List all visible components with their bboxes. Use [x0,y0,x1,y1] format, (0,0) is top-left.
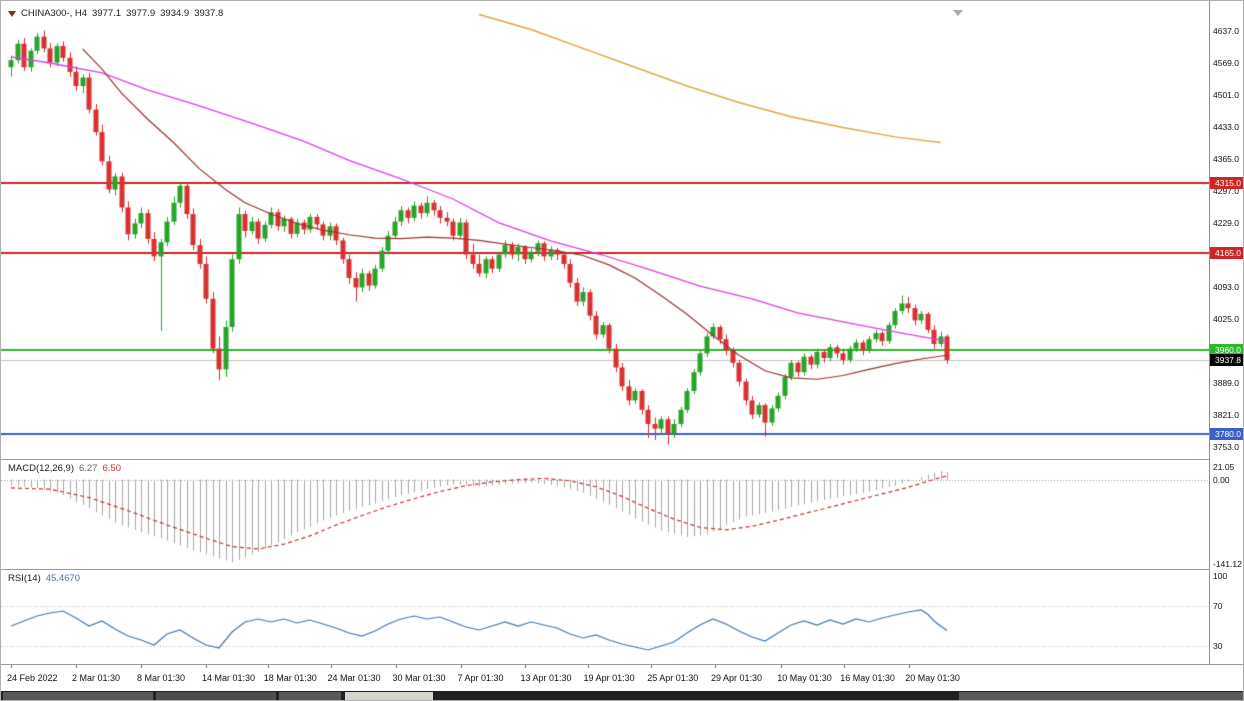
time-axis-label: 7 Apr 01:30 [457,673,504,683]
time-axis-label: 10 May 01:30 [777,673,832,683]
time-axis[interactable]: 24 Feb 2022 2 Mar 01:30 8 Mar 01:30 14 Mar … [1,664,1209,691]
time-axis-label: 2 Mar 01:30 [72,673,121,683]
bottom-bar[interactable] [1,691,1243,700]
low-value: 3934.9 [160,8,190,19]
price-level-badge: 4315.0 [1210,176,1243,189]
panel-separator-macd[interactable] [1,459,1243,460]
macd-name: MACD(12,26,9) [8,463,74,474]
time-axis-label: 29 Apr 01:30 [710,673,762,683]
price-tick-label: 3889.0 [1213,378,1239,388]
time-axis-label: 20 May 01:30 [905,673,960,683]
time-axis-label: 13 Apr 01:30 [520,673,572,683]
rsi-axis-label: 30 [1213,641,1223,651]
macd-main-value: 6.27 [79,463,98,474]
price-tick-label: 4569.0 [1213,58,1239,68]
price-tick-label: 4093.0 [1213,282,1239,292]
symbol-marker-icon [8,10,16,17]
high-value: 3977.9 [126,8,156,19]
taskbar-segment[interactable] [156,692,276,700]
price-level-badge: 4165.0 [1210,247,1243,260]
time-axis-label: 25 Apr 01:30 [647,673,699,683]
chart-shift-marker-icon[interactable] [953,10,963,16]
rsi-label: RSI(14) 45.4670 [8,573,80,584]
time-axis-label: 30 Mar 01:30 [392,673,446,683]
price-tick-label: 4025.0 [1213,314,1239,324]
price-level-badge: 3960.0 [1210,343,1243,356]
taskbar-segment[interactable] [279,692,341,700]
macd-axis-label: 21.05 [1213,462,1235,472]
current-price-badge: 3937.8 [1210,354,1243,367]
price-level-badge: 3780.0 [1210,428,1243,441]
price-tick-label: 3821.0 [1213,410,1239,420]
taskbar-segment[interactable] [959,692,1243,700]
rsi-value: 45.4670 [45,573,81,584]
time-axis-label: 14 Mar 01:30 [202,673,256,683]
price-tick-label: 4433.0 [1213,122,1239,132]
price-axis[interactable]: 4637.0 4569.0 4501.0 4433.0 4365.0 4297.0 4229… [1209,1,1243,664]
symbol-timeframe-label: CHINA300-, H4 [21,8,87,19]
macd-label: MACD(12,26,9) 6.27 6.50 [8,463,121,474]
time-axis-label: 24 Feb 2022 [7,673,58,683]
time-axis-separator [1,664,1243,665]
time-axis-label: 18 Mar 01:30 [263,673,317,683]
close-value: 3937.8 [194,8,224,19]
panel-separator-rsi[interactable] [1,569,1243,570]
time-axis-label: 24 Mar 01:30 [327,673,381,683]
macd-axis-label: -141.12 [1213,559,1242,569]
price-tick-label: 4229.0 [1213,218,1239,228]
rsi-axis-label: 70 [1213,601,1223,611]
open-value: 3977.1 [92,8,122,19]
rsi-name: RSI(14) [8,573,41,584]
time-axis-label: 19 Apr 01:30 [583,673,635,683]
macd-signal-value: 6.50 [102,463,122,474]
time-axis-label: 8 Mar 01:30 [137,673,186,683]
ohlc-header: CHINA300-, H4 3977.1 3977.9 3934.9 3937.… [8,8,223,19]
taskbar-segment[interactable] [3,692,153,700]
rsi-axis-label: 100 [1213,571,1228,581]
price-tick-label: 4365.0 [1213,154,1239,164]
price-tick-label: 3753.0 [1213,442,1239,452]
price-tick-label: 4637.0 [1213,26,1239,36]
time-axis-label: 16 May 01:30 [840,673,895,683]
macd-axis-label: 0.00 [1213,474,1230,485]
price-tick-label: 4501.0 [1213,90,1239,100]
price-tick-label: 4297.0 [1213,186,1239,196]
taskbar-segment[interactable] [345,692,433,700]
